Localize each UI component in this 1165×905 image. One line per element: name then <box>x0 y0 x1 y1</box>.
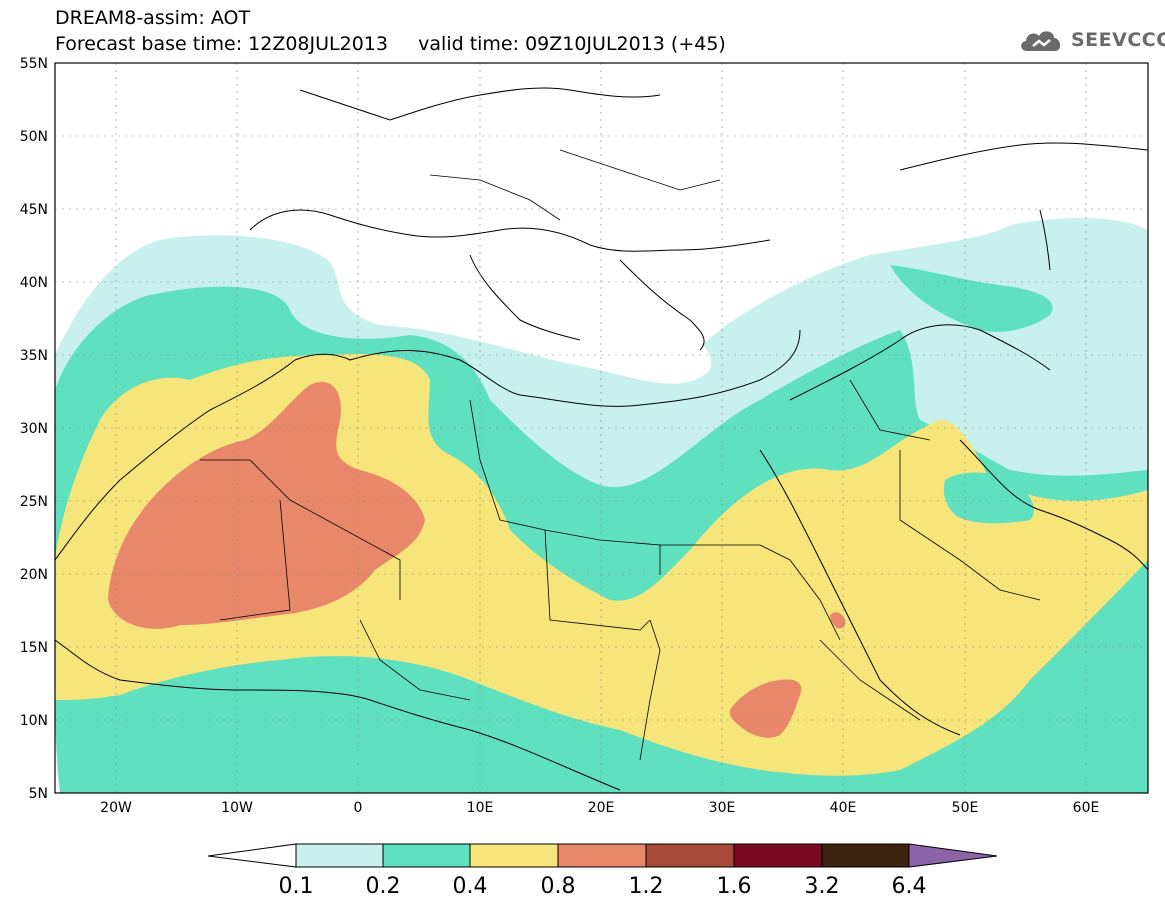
colorbar-segment <box>645 843 735 868</box>
lon-label: 50E <box>952 800 979 816</box>
colorbar-segment <box>733 843 823 868</box>
colorbar-under-arrow <box>207 843 297 868</box>
lat-label: 10N <box>20 713 48 729</box>
logo-text: SEEVCCC <box>1071 29 1165 51</box>
lat-label: 30N <box>20 421 48 437</box>
colorbar-segment <box>295 843 384 868</box>
lat-label: 25N <box>20 494 48 510</box>
lat-label: 50N <box>20 129 48 145</box>
lat-label: 15N <box>20 640 48 656</box>
colorbar-label: 0.8 <box>541 874 576 899</box>
aot-level-0-2-area-gulf <box>943 472 1034 524</box>
colorbar-label: 0.2 <box>366 874 401 899</box>
aot-level-1-2-spot <box>830 612 846 629</box>
lon-label: 60E <box>1073 800 1100 816</box>
map-frame <box>54 62 1149 794</box>
lon-label: 30E <box>709 800 736 816</box>
forecast-time-subtitle: Forecast base time: 12Z08JUL2013 valid t… <box>55 33 726 55</box>
lon-label: 20E <box>588 800 615 816</box>
lon-label: 10E <box>467 800 494 816</box>
grid-lines <box>55 63 1148 793</box>
seevccc-logo: SEEVCCC <box>1017 24 1165 56</box>
colorbar-label: 1.6 <box>717 874 752 899</box>
lat-label: 20N <box>20 567 48 583</box>
lon-label: 10W <box>221 800 253 816</box>
lat-label: 40N <box>20 275 48 291</box>
colorbar-segment <box>382 843 471 868</box>
lat-label: 45N <box>20 202 48 218</box>
longitude-labels: 20W 10W 0 10E 20E 30E 40E 50E 60E <box>100 800 1099 816</box>
lon-label: 0 <box>354 800 363 816</box>
latitude-labels: 55N 50N 45N 40N 35N 30N 25N 20N 15N 10N … <box>20 56 48 802</box>
aot-level-0-8-area-sudan <box>729 679 802 738</box>
colorbar-label: 0.1 <box>279 874 314 899</box>
colorbar-label: 3.2 <box>805 874 840 899</box>
borders <box>200 149 1041 761</box>
lon-label: 20W <box>100 800 132 816</box>
lat-label: 55N <box>20 56 48 72</box>
lat-label: 5N <box>29 786 48 802</box>
lat-label: 35N <box>20 348 48 364</box>
colorbar-label: 1.2 <box>629 874 664 899</box>
lon-label: 40E <box>830 800 857 816</box>
colorbar-segment <box>821 843 910 868</box>
colorbar-segment <box>557 843 647 868</box>
colorbar-label: 0.4 <box>453 874 488 899</box>
cloud-icon <box>1021 31 1061 51</box>
coastlines <box>55 87 1148 791</box>
colorbar: 0.1 0.2 0.4 0.8 1.2 1.6 3.2 6.4 <box>207 843 998 899</box>
colorbar-over-arrow <box>908 843 998 868</box>
colorbar-label: 6.4 <box>892 874 927 899</box>
map-title: DREAM8-assim: AOT <box>55 7 251 29</box>
aot-level-0-8-area-sahara <box>108 381 425 629</box>
aot-clear-area-mediterranean <box>430 324 711 384</box>
colorbar-segment <box>469 843 559 868</box>
